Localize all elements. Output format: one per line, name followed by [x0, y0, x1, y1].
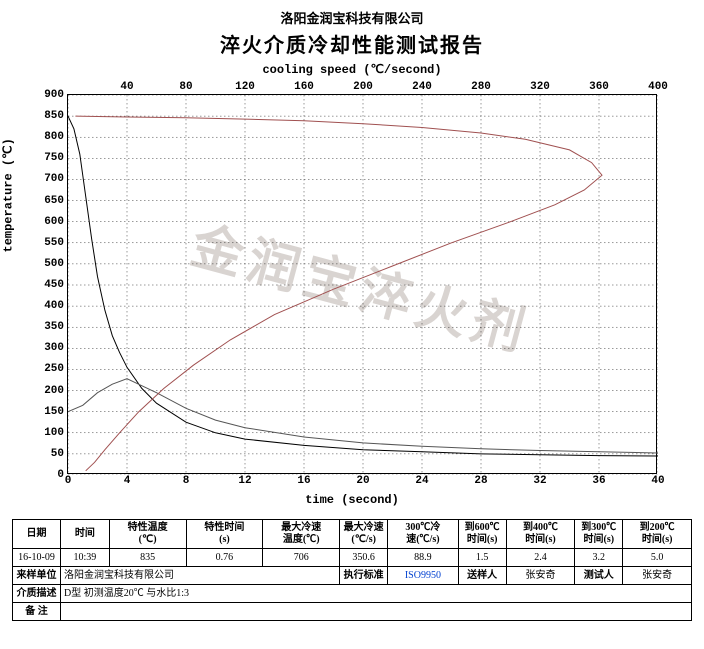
- data-cell: 88.9: [388, 549, 458, 567]
- ytick: 350: [44, 321, 68, 333]
- ytick: 200: [44, 385, 68, 397]
- xtick-bottom: 24: [415, 473, 428, 487]
- axis-label-bottom: time (second): [12, 493, 692, 507]
- sender-header: 送样人: [458, 567, 506, 585]
- xtick-top: 80: [179, 81, 192, 95]
- col-header: 时间: [61, 520, 110, 549]
- col-header: 到200℃时间(s): [623, 520, 692, 549]
- xtick-bottom: 36: [592, 473, 605, 487]
- axis-label-left: temperature (℃): [1, 138, 16, 252]
- ytick: 550: [44, 237, 68, 249]
- xtick-top: 280: [471, 81, 491, 95]
- xtick-top: 360: [589, 81, 609, 95]
- xtick-top: 400: [648, 81, 668, 95]
- ytick: 150: [44, 406, 68, 418]
- ytick: 450: [44, 279, 68, 291]
- data-cell: 0.76: [186, 549, 263, 567]
- ytick: 50: [51, 448, 68, 460]
- data-cell: 2.4: [506, 549, 575, 567]
- col-header: 最大冷速温度(℃): [263, 520, 340, 549]
- data-cell: 1.5: [458, 549, 506, 567]
- report-title: 淬火介质冷却性能测试报告: [12, 29, 692, 58]
- data-cell: 3.2: [575, 549, 623, 567]
- medium-desc-header: 介质描述: [13, 585, 61, 603]
- ytick: 100: [44, 427, 68, 439]
- ytick: 650: [44, 195, 68, 207]
- table-meta-row-3: 备 注: [13, 603, 692, 621]
- standard-value: ISO9950: [388, 567, 458, 585]
- plot-area: 金润宝淬火剂 050100150200250300350400450500550…: [67, 94, 657, 474]
- remarks-value: [61, 603, 692, 621]
- xtick-top: 240: [412, 81, 432, 95]
- ytick: 400: [44, 300, 68, 312]
- xtick-top: 160: [294, 81, 314, 95]
- chart-container: cooling speed (℃/second) temperature (℃)…: [12, 62, 692, 507]
- xtick-bottom: 20: [356, 473, 369, 487]
- sender-value: 张安奇: [506, 567, 575, 585]
- xtick-bottom: 32: [533, 473, 546, 487]
- col-header: 300℃冷速(℃/s): [388, 520, 458, 549]
- ytick: 250: [44, 363, 68, 375]
- ytick: 500: [44, 258, 68, 270]
- xtick-bottom: 40: [651, 473, 664, 487]
- table-meta-row-2: 介质描述 D型 初测温度20℃ 与水比1:3: [13, 585, 692, 603]
- data-cell: 706: [263, 549, 340, 567]
- remarks-header: 备 注: [13, 603, 61, 621]
- tester-header: 测试人: [575, 567, 623, 585]
- data-cell: 350.6: [340, 549, 388, 567]
- table-data-row: 16-10-0910:398350.76706350.688.91.52.43.…: [13, 549, 692, 567]
- xtick-bottom: 12: [238, 473, 251, 487]
- col-header: 特性温度(℃): [109, 520, 186, 549]
- data-cell: 835: [109, 549, 186, 567]
- standard-header: 执行标准: [340, 567, 388, 585]
- col-header: 特性时间(s): [186, 520, 263, 549]
- ytick: 700: [44, 173, 68, 185]
- tester-value: 张安奇: [623, 567, 692, 585]
- medium-desc-value: D型 初测温度20℃ 与水比1:3: [61, 585, 692, 603]
- xtick-bottom: 8: [183, 473, 190, 487]
- data-cell: 10:39: [61, 549, 110, 567]
- ytick: 800: [44, 131, 68, 143]
- ytick: 850: [44, 110, 68, 122]
- xtick-top: 120: [235, 81, 255, 95]
- axis-label-top: cooling speed (℃/second): [12, 62, 692, 77]
- ytick: 600: [44, 216, 68, 228]
- xtick-bottom: 28: [474, 473, 487, 487]
- xtick-bottom: 4: [124, 473, 131, 487]
- col-header: 最大冷速(℃/s): [340, 520, 388, 549]
- col-header: 到400℃时间(s): [506, 520, 575, 549]
- xtick-bottom: 16: [297, 473, 310, 487]
- table-meta-row-1: 来样单位 洛阳金润宝科技有限公司 执行标准 ISO9950 送样人 张安奇 测试…: [13, 567, 692, 585]
- data-table: 日期时间特性温度(℃)特性时间(s)最大冷速温度(℃)最大冷速(℃/s)300℃…: [12, 519, 692, 621]
- source-unit-header: 来样单位: [13, 567, 61, 585]
- xtick-top: 320: [530, 81, 550, 95]
- xtick-top: 40: [120, 81, 133, 95]
- col-header: 日期: [13, 520, 61, 549]
- ytick: 900: [44, 89, 68, 101]
- plot-svg: [68, 95, 658, 475]
- xtick-bottom: 0: [65, 473, 72, 487]
- source-unit-value: 洛阳金润宝科技有限公司: [61, 567, 340, 585]
- col-header: 到600℃时间(s): [458, 520, 506, 549]
- table-header-row: 日期时间特性温度(℃)特性时间(s)最大冷速温度(℃)最大冷速(℃/s)300℃…: [13, 520, 692, 549]
- ytick: 750: [44, 152, 68, 164]
- xtick-top: 200: [353, 81, 373, 95]
- company-name: 洛阳金润宝科技有限公司: [12, 8, 692, 27]
- col-header: 到300℃时间(s): [575, 520, 623, 549]
- ytick: 300: [44, 342, 68, 354]
- data-cell: 16-10-09: [13, 549, 61, 567]
- data-cell: 5.0: [623, 549, 692, 567]
